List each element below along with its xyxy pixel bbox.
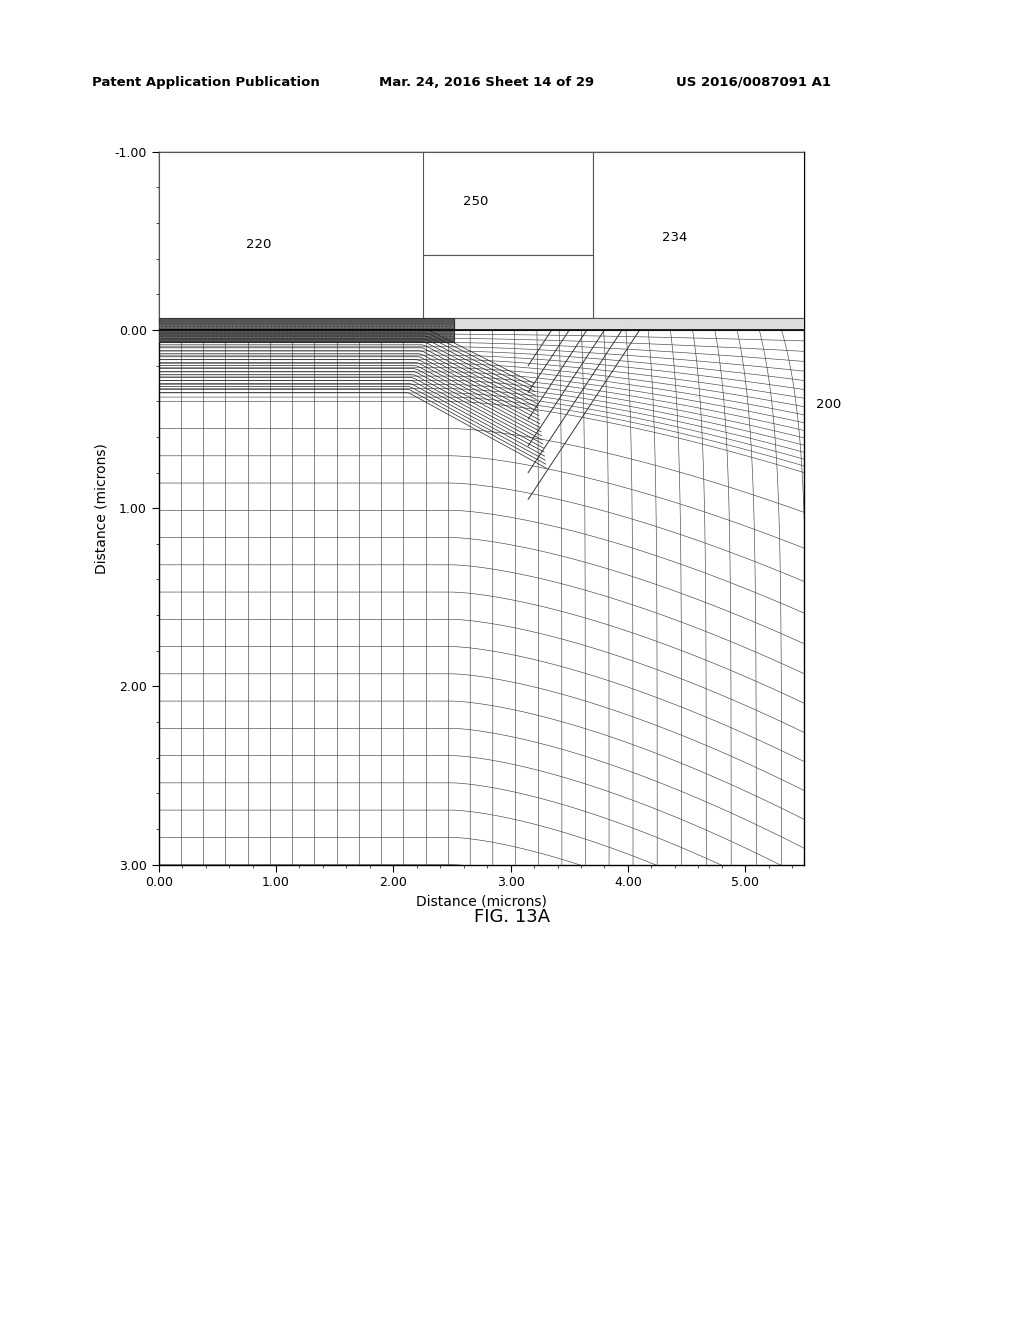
Text: 250: 250 xyxy=(463,195,488,209)
Bar xyxy=(593,152,804,318)
Text: Mar. 24, 2016 Sheet 14 of 29: Mar. 24, 2016 Sheet 14 of 29 xyxy=(379,75,594,88)
Bar xyxy=(159,152,455,330)
Y-axis label: Distance (microns): Distance (microns) xyxy=(95,442,109,574)
Bar xyxy=(159,318,455,342)
Text: 220: 220 xyxy=(246,238,271,251)
Text: US 2016/0087091 A1: US 2016/0087091 A1 xyxy=(676,75,830,88)
Bar xyxy=(423,255,593,318)
X-axis label: Distance (microns): Distance (microns) xyxy=(416,895,547,909)
Text: Patent Application Publication: Patent Application Publication xyxy=(92,75,319,88)
Bar xyxy=(455,318,806,330)
Text: FIG. 13A: FIG. 13A xyxy=(474,908,550,927)
Bar xyxy=(423,152,593,255)
Text: 200: 200 xyxy=(815,399,841,412)
Text: 234: 234 xyxy=(663,231,687,244)
